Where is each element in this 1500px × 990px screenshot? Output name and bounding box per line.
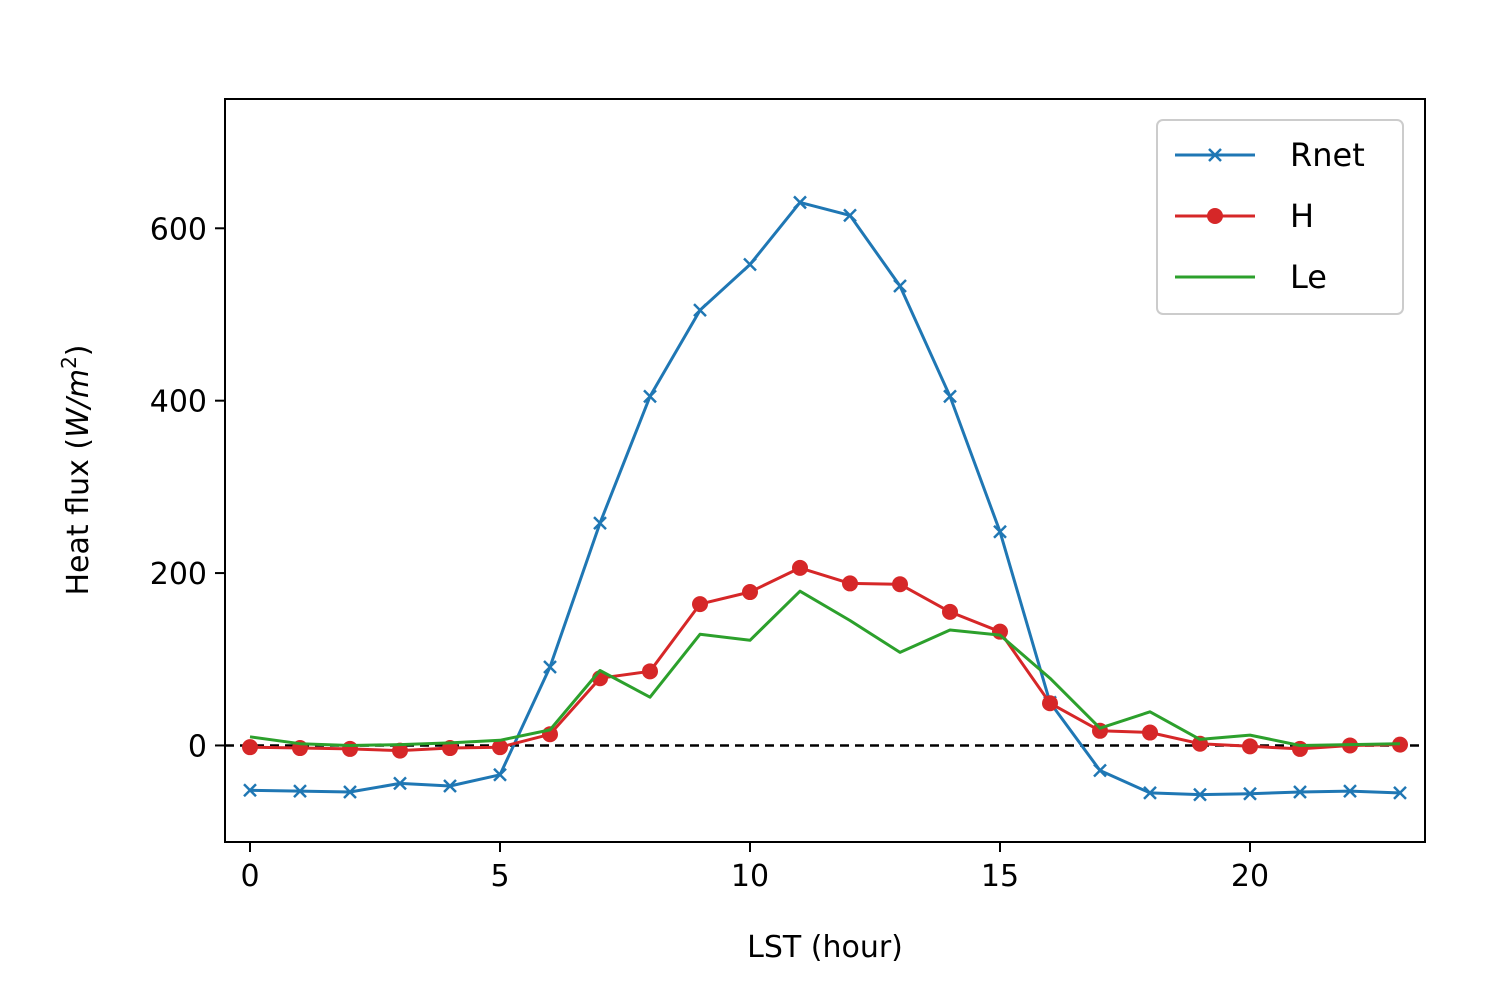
- h-line: [249, 566, 1401, 753]
- legend-marker: [1207, 208, 1223, 224]
- x-tick-label: 0: [240, 859, 259, 894]
- legend-label: Le: [1290, 258, 1327, 296]
- h-point: [342, 740, 358, 757]
- x-tick-label: 10: [731, 859, 769, 894]
- h-point: [842, 575, 858, 592]
- rnet-point: [893, 279, 907, 293]
- h-point: [1142, 724, 1158, 741]
- rnet-line: [249, 200, 1401, 797]
- rnet-point: [843, 208, 857, 223]
- h-point: [892, 576, 908, 593]
- x-tick-label: 15: [981, 859, 1019, 894]
- plot-layer: [225, 195, 1425, 802]
- x-tick-label: 20: [1231, 859, 1269, 894]
- rnet-point: [593, 516, 607, 530]
- rnet-point: [393, 776, 407, 791]
- x-axis-label: LST (hour): [747, 930, 903, 965]
- h-point: [742, 584, 758, 601]
- rnet-point: [743, 257, 757, 272]
- legend-box: [1156, 119, 1404, 315]
- legend: Rnet H Le: [1156, 119, 1404, 315]
- legend-marker: [1208, 148, 1222, 162]
- rnet-point: [343, 785, 357, 799]
- rnet-point: [943, 389, 957, 404]
- series-h: [242, 559, 1408, 759]
- series-le: [249, 589, 1401, 747]
- y-tick-label: 0: [188, 729, 207, 764]
- legend-item-h: H: [1175, 197, 1314, 235]
- series-rnet: [243, 195, 1407, 802]
- rnet-point: [793, 195, 807, 210]
- h-point: [642, 663, 658, 680]
- y-axis-label: Heat flux (W/m2): [57, 344, 96, 595]
- legend-item-le: Le: [1175, 258, 1327, 296]
- plot-frame: [224, 98, 1426, 843]
- legend-item-rnet: Rnet: [1175, 136, 1365, 174]
- legend-label: H: [1290, 197, 1314, 235]
- h-point: [1042, 695, 1058, 712]
- rnet-point: [543, 660, 557, 674]
- h-point: [792, 559, 808, 576]
- rnet-point: [1243, 786, 1257, 801]
- rnet-point: [993, 524, 1007, 539]
- h-point: [692, 596, 708, 613]
- rnet-point: [693, 303, 707, 318]
- h-point: [992, 623, 1008, 640]
- rnet-point: [493, 767, 507, 782]
- rnet-point: [443, 779, 457, 793]
- x-tick-label: 5: [490, 859, 509, 894]
- rnet-point: [1293, 785, 1307, 799]
- h-point: [492, 739, 508, 756]
- rnet-point: [1143, 785, 1157, 800]
- y-tick-label: 400: [150, 385, 207, 420]
- legend-label: Rnet: [1290, 136, 1365, 174]
- h-point: [242, 739, 258, 756]
- y-tick-label: 200: [150, 557, 207, 592]
- y-tick-label: 600: [150, 212, 207, 247]
- rnet-point: [1193, 787, 1207, 802]
- h-point: [1242, 738, 1258, 755]
- rnet-point: [1093, 763, 1107, 778]
- rnet-point: [1393, 785, 1407, 800]
- le-line: [249, 589, 1401, 747]
- rnet-point: [293, 784, 307, 799]
- h-point: [392, 742, 408, 759]
- rnet-point: [643, 389, 657, 404]
- rnet-point: [243, 783, 257, 798]
- rnet-point: [1343, 784, 1357, 799]
- h-point: [942, 603, 958, 620]
